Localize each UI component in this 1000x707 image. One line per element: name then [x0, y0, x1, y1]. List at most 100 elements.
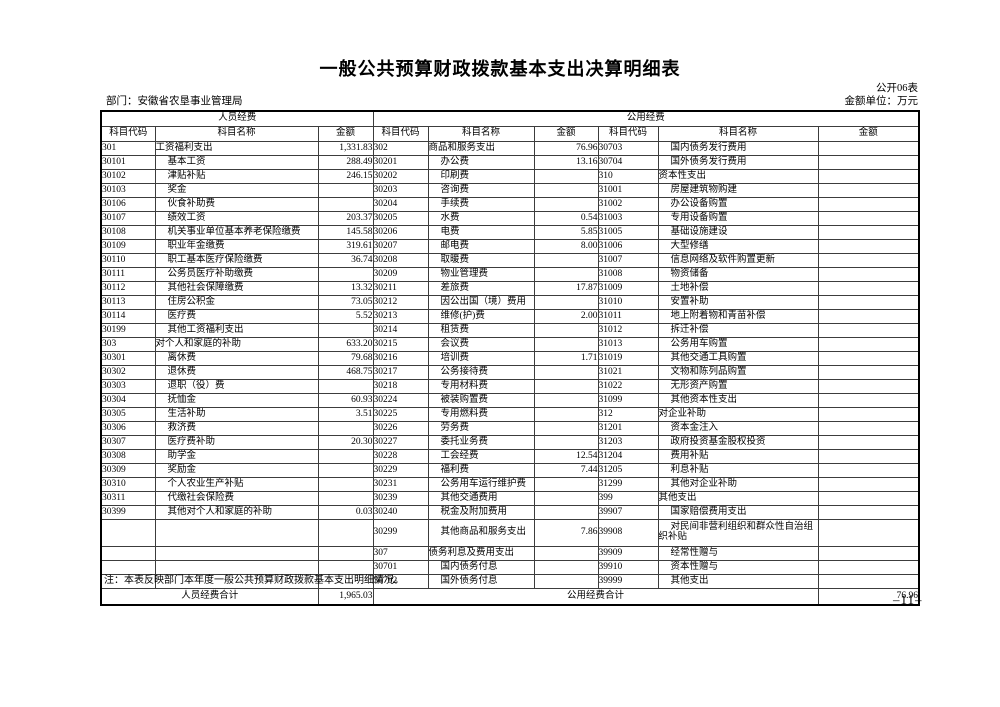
table-row: 30311 代缴社会保险费 30239 其他交通费用 399 其他支出	[100, 491, 920, 506]
table-row: 30310 个人农业生产补贴 30231 公务用车运行维护费 31299 其他对企业补助	[100, 477, 920, 492]
amount-cell	[533, 379, 599, 394]
subject-code-cell: 39999	[597, 574, 659, 589]
amount-cell: 246.15	[317, 169, 374, 184]
page-number: –11–	[893, 592, 923, 607]
subject-code-cell: 30101	[100, 155, 156, 170]
subject-name-cell: 无形资产购置	[657, 379, 819, 394]
public-total-label: 公用经费合计	[372, 588, 819, 606]
amount-cell	[817, 309, 920, 324]
subject-code-cell: 31099	[597, 393, 659, 408]
amount-cell	[817, 393, 920, 408]
table-row: 30301 离休费 79.68 30216 培训费 1.71 31019 其他交通工具购置	[100, 351, 920, 366]
amount-cell	[533, 323, 599, 338]
column-header-amount: 金额	[817, 126, 920, 142]
amount-cell	[533, 505, 599, 520]
subject-name-cell: 差旅费	[427, 281, 535, 296]
subject-code-cell: 30114	[100, 309, 156, 324]
subject-code-cell: 31205	[597, 463, 659, 478]
subject-name-cell: 办公费	[427, 155, 535, 170]
subject-code-cell: 30216	[372, 351, 429, 366]
amount-cell	[533, 393, 599, 408]
subject-code-cell	[100, 519, 156, 547]
subject-code-cell: 30311	[100, 491, 156, 506]
subject-code-cell: 31299	[597, 477, 659, 492]
amount-cell	[317, 197, 374, 212]
amount-cell	[817, 574, 920, 589]
table-row: 30199 其他工资福利支出 30214 租赁费 31012 拆迁补偿	[100, 323, 920, 338]
table-row: 30306 救济费 30226 劳务费 31201 资本金注入	[100, 421, 920, 436]
subject-name-cell: 抚恤金	[154, 393, 319, 408]
subject-code-cell	[100, 546, 156, 561]
subject-name-cell: 职工基本医疗保险缴费	[154, 253, 319, 268]
subject-name-cell: 办公设备购置	[657, 197, 819, 212]
amount-cell	[817, 295, 920, 310]
column-header-amount: 金额	[533, 126, 599, 142]
amount-cell	[817, 463, 920, 478]
amount-cell: 1,331.83	[317, 141, 374, 156]
amount-cell: 0.03	[317, 505, 374, 520]
amount-cell: 5.52	[317, 309, 374, 324]
subject-code-cell: 312	[597, 407, 659, 422]
table-row: 30106 伙食补助费 30204 手续费 31002 办公设备购置	[100, 197, 920, 212]
amount-cell: 79.68	[317, 351, 374, 366]
subject-code-cell: 30304	[100, 393, 156, 408]
amount-cell	[533, 407, 599, 422]
subject-name-cell: 其他交通工具购置	[657, 351, 819, 366]
amount-cell	[817, 267, 920, 282]
subject-code-cell: 30209	[372, 267, 429, 282]
amount-cell: 319.61	[317, 239, 374, 254]
subject-code-cell: 30229	[372, 463, 429, 478]
subject-code-cell: 30227	[372, 435, 429, 450]
amount-cell: 76.96	[533, 141, 599, 156]
table-row: 30102 津贴补贴 246.15 30202 印刷费 310 资本性支出	[100, 169, 920, 184]
subject-code-cell: 31204	[597, 449, 659, 464]
subject-name-cell: 劳务费	[427, 421, 535, 436]
subject-name-cell: 国家赔偿费用支出	[657, 505, 819, 520]
subject-code-cell: 30208	[372, 253, 429, 268]
subject-name-cell: 债务利息及费用支出	[427, 546, 535, 561]
subject-code-cell: 39908	[597, 519, 659, 547]
amount-cell: 13.16	[533, 155, 599, 170]
budget-table: 人员经费 公用经费 科目代码 科目名称 金额 科目代码 科目名称 金额 科目代码…	[100, 110, 921, 606]
amount-cell	[533, 435, 599, 450]
amount-cell	[817, 491, 920, 506]
subject-code-cell: 31001	[597, 183, 659, 198]
amount-cell: 73.05	[317, 295, 374, 310]
amount-cell: 8.00	[533, 239, 599, 254]
table-row: 30107 绩效工资 203.37 30205 水费 0.54 31003 专用设备购置	[100, 211, 920, 226]
table-row: 307 债务利息及费用支出 39909 经常性赠与	[100, 546, 920, 561]
subject-code-cell: 399	[597, 491, 659, 506]
amount-cell	[817, 560, 920, 575]
subject-code-cell: 30224	[372, 393, 429, 408]
subject-code-cell: 30112	[100, 281, 156, 296]
subject-name-cell	[154, 519, 319, 547]
table-code-label: 公开06表	[876, 83, 918, 94]
subject-code-cell: 30215	[372, 337, 429, 352]
amount-cell: 7.86	[533, 519, 599, 547]
amount-cell: 3.51	[317, 407, 374, 422]
table-row: 30109 职业年金缴费 319.61 30207 邮电费 8.00 31006 大型修缮	[100, 239, 920, 254]
subject-code-cell: 31008	[597, 267, 659, 282]
subject-name-cell: 机关事业单位基本养老保险缴费	[154, 225, 319, 240]
table-row: 30103 奖金 30203 咨询费 31001 房屋建筑物购建	[100, 183, 920, 198]
amount-cell: 203.37	[317, 211, 374, 226]
subject-name-cell: 其他对个人和家庭的补助	[154, 505, 319, 520]
amount-cell: 20.30	[317, 435, 374, 450]
amount-cell	[533, 560, 599, 575]
subject-name-cell: 电费	[427, 225, 535, 240]
amount-cell	[817, 141, 920, 156]
amount-cell	[817, 225, 920, 240]
subject-code-cell: 31005	[597, 225, 659, 240]
subject-code-cell: 30107	[100, 211, 156, 226]
subject-name-cell: 其他支出	[657, 491, 819, 506]
subject-name-cell: 医疗费	[154, 309, 319, 324]
subject-name-cell: 伙食补助费	[154, 197, 319, 212]
subject-name-cell: 物业管理费	[427, 267, 535, 282]
amount-cell	[533, 267, 599, 282]
subject-name-cell: 国外债务发行费用	[657, 155, 819, 170]
column-header-row: 科目代码 科目名称 金额 科目代码 科目名称 金额 科目代码 科目名称 金额	[100, 126, 920, 142]
amount-cell: 17.87	[533, 281, 599, 296]
subject-code-cell: 30217	[372, 365, 429, 380]
subject-name-cell: 利息补贴	[657, 463, 819, 478]
amount-cell: 5.85	[533, 225, 599, 240]
